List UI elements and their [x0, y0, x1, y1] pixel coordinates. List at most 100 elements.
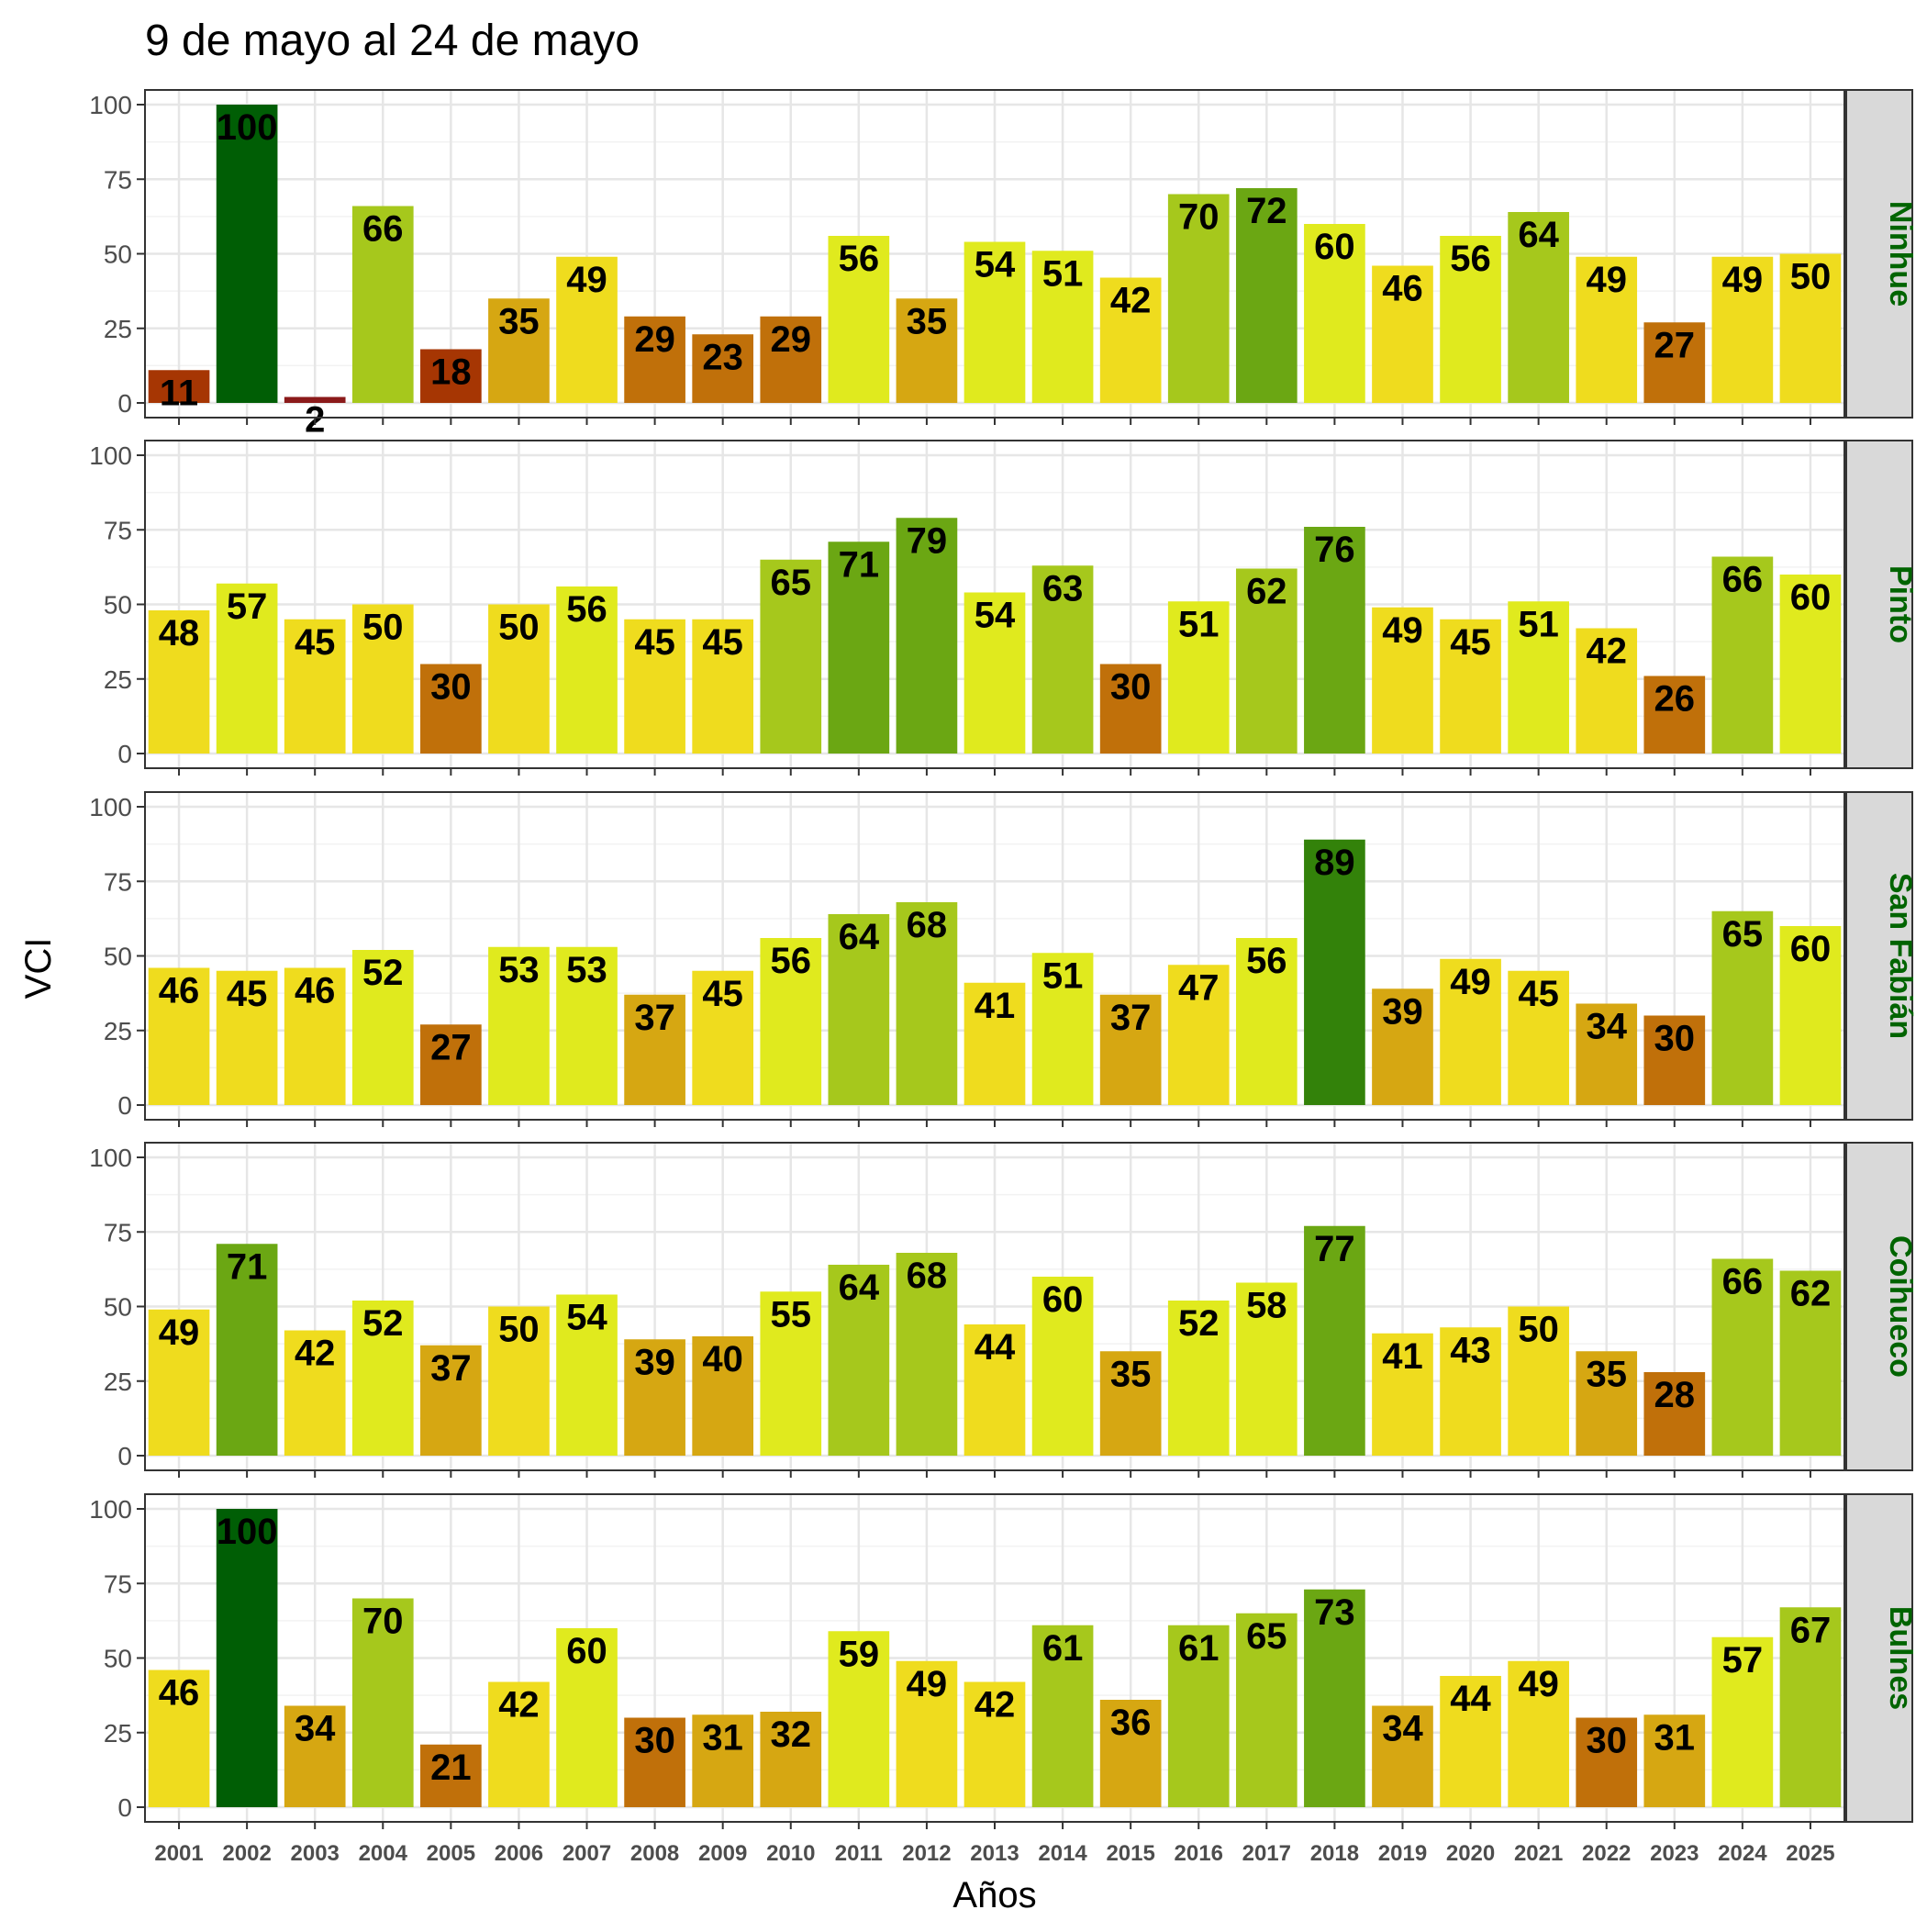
data-label-2015: 30 [1110, 667, 1152, 708]
bar-2022 [1576, 1351, 1638, 1456]
facet-strip [1845, 1493, 1913, 1823]
data-label-2005: 21 [430, 1748, 472, 1788]
y-tick-label: 0 [117, 740, 132, 768]
data-label-2014: 63 [1042, 568, 1084, 609]
bar-2016 [1167, 1301, 1230, 1456]
bar-2021 [1508, 1306, 1569, 1456]
bar-2011 [828, 1265, 890, 1456]
data-label-2017: 58 [1246, 1286, 1287, 1326]
data-label-2020: 44 [1450, 1679, 1491, 1719]
data-label-2007: 56 [566, 589, 607, 630]
data-label-2010: 32 [771, 1714, 812, 1755]
bar-2005 [420, 349, 482, 403]
data-label-2022: 35 [1586, 1354, 1627, 1394]
data-label-2019: 34 [1382, 1709, 1423, 1749]
bar-2009 [692, 334, 754, 403]
data-label-2007: 53 [566, 950, 607, 990]
data-label-2007: 49 [566, 260, 607, 300]
data-label-2012: 35 [907, 301, 948, 341]
data-label-2010: 55 [771, 1294, 812, 1335]
bar-2020 [1440, 236, 1501, 403]
chart-title: 9 de mayo al 24 de mayo [145, 17, 640, 65]
bar-2010 [760, 938, 822, 1105]
facet-strip [1845, 440, 1913, 769]
bar-2019 [1372, 1705, 1433, 1807]
data-label-2021: 51 [1518, 604, 1559, 644]
bar-2014 [1031, 1625, 1094, 1807]
data-label-2004: 66 [362, 209, 404, 250]
data-label-2025: 50 [1790, 257, 1832, 297]
y-tick-label: 75 [104, 867, 132, 896]
data-label-2017: 65 [1246, 1616, 1287, 1657]
x-tick-label-2021: 2021 [1514, 1841, 1563, 1866]
bar-2009 [692, 1336, 754, 1456]
bar-2023 [1643, 1372, 1706, 1456]
y-tick-label: 25 [104, 315, 132, 343]
bar-2012 [896, 518, 958, 754]
bar-2021 [1508, 1660, 1569, 1807]
data-label-2022: 34 [1586, 1007, 1627, 1047]
data-label-2008: 30 [634, 1721, 675, 1761]
y-tick-label: 75 [104, 165, 132, 194]
data-label-2006: 50 [498, 1310, 540, 1350]
bar-2014 [1031, 251, 1094, 403]
y-tick-label: 0 [117, 1442, 132, 1470]
data-label-2009: 45 [702, 974, 743, 1014]
y-tick-label: 25 [104, 1719, 132, 1748]
bar-2020 [1440, 1327, 1501, 1456]
bar-2005 [420, 664, 482, 754]
data-label-2014: 61 [1042, 1628, 1084, 1669]
data-label-2002: 57 [227, 586, 268, 627]
bar-2024 [1711, 556, 1774, 754]
bar-2003 [284, 1705, 346, 1807]
facet-label: San Fabián [1883, 873, 1918, 1039]
facet-panel-bulnes: 46 100 34 70 21 42 60 30 31 32 59 49 42 61 36 61 65 73 34 4… [89, 1493, 1918, 1829]
data-label-2004: 50 [362, 608, 404, 648]
data-label-2011: 56 [839, 239, 880, 279]
x-tick-label-2003: 2003 [291, 1841, 340, 1866]
bar-2015 [1099, 1351, 1162, 1456]
bar-2006 [488, 604, 550, 754]
data-label-2015: 37 [1110, 998, 1152, 1038]
data-label-2013: 54 [975, 596, 1016, 636]
y-tick-label: 25 [104, 1017, 132, 1045]
bar-2005 [420, 1024, 482, 1105]
bar-2007 [556, 1294, 618, 1456]
bar-2021 [1508, 601, 1569, 754]
y-tick-label: 50 [104, 1645, 132, 1673]
bar-2025 [1779, 1607, 1842, 1807]
x-tick-label-2004: 2004 [359, 1841, 408, 1866]
data-label-2022: 30 [1586, 1721, 1627, 1761]
bar-2002 [216, 1509, 278, 1807]
data-label-2012: 49 [907, 1664, 948, 1704]
bar-2007 [556, 586, 618, 754]
data-label-2011: 64 [839, 1268, 880, 1308]
bar-2019 [1372, 265, 1433, 403]
data-label-2022: 42 [1586, 631, 1627, 672]
data-label-2021: 64 [1518, 215, 1559, 255]
data-label-2006: 42 [498, 1685, 540, 1725]
data-label-2007: 54 [566, 1298, 607, 1338]
data-label-2023: 26 [1654, 679, 1696, 720]
data-label-2018: 76 [1314, 530, 1355, 570]
bar-2022 [1576, 628, 1638, 754]
facet-panel-pinto: 48 57 45 50 30 50 56 45 45 65 71 79 54 63 30 51 62 76 49 45… [89, 440, 1918, 776]
bar-2010 [760, 316, 822, 403]
data-label-2015: 35 [1110, 1354, 1152, 1394]
y-tick-label: 25 [104, 1368, 132, 1396]
bar-2025 [1779, 253, 1842, 403]
bar-2024 [1711, 1258, 1774, 1456]
bar-2013 [964, 1681, 1026, 1807]
data-label-2008: 37 [634, 998, 675, 1038]
bar-2012 [896, 1660, 958, 1807]
data-label-2005: 37 [430, 1348, 472, 1389]
bar-2003 [284, 396, 346, 403]
bar-2015 [1099, 277, 1162, 403]
y-tick-label: 0 [117, 1091, 132, 1120]
bar-2009 [692, 970, 754, 1105]
facet-strip [1845, 791, 1913, 1121]
bar-2006 [488, 946, 550, 1105]
y-tick-label: 50 [104, 1293, 132, 1322]
bar-2025 [1779, 926, 1842, 1105]
